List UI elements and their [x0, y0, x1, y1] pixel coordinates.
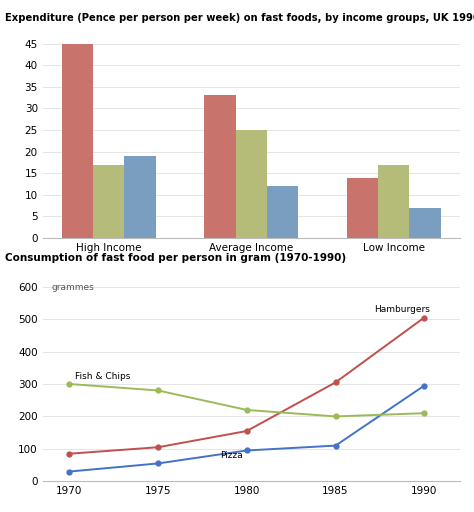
Bar — [347, 178, 378, 238]
Bar — [204, 95, 236, 238]
Text: Fish & Chips: Fish & Chips — [74, 372, 130, 381]
Text: Pizza: Pizza — [220, 451, 243, 460]
Hamburgers — [244, 428, 250, 434]
Text: grammes: grammes — [52, 284, 94, 292]
Pizza — [66, 468, 72, 475]
Pizza — [421, 382, 427, 389]
Text: Expenditure (Pence per person per week) on fast foods, by income groups, UK 1990: Expenditure (Pence per person per week) … — [5, 13, 474, 23]
Bar — [62, 44, 93, 238]
Line: Hamburgers: Hamburgers — [67, 315, 427, 456]
Line: Pizza: Pizza — [67, 383, 427, 474]
Hamburgers — [333, 379, 338, 386]
Text: Hamburgers: Hamburgers — [374, 305, 430, 314]
Bar — [93, 164, 124, 238]
Legend: Hamburger, Fish & Chips, Pizza: Hamburger, Fish & Chips, Pizza — [149, 297, 353, 315]
Fish & Chips — [155, 388, 161, 394]
Hamburgers — [421, 314, 427, 321]
Hamburgers — [66, 451, 72, 457]
Line: Fish & Chips: Fish & Chips — [67, 381, 427, 419]
Fish & Chips — [66, 381, 72, 387]
Pizza — [155, 460, 161, 466]
Hamburgers — [155, 444, 161, 451]
Fish & Chips — [244, 407, 250, 413]
Bar — [378, 164, 410, 238]
Bar — [267, 186, 298, 238]
Bar — [124, 156, 155, 238]
Pizza — [333, 442, 338, 449]
Text: Consumption of fast food per person in gram (1970-1990): Consumption of fast food per person in g… — [5, 253, 346, 264]
Bar — [410, 208, 441, 238]
Fish & Chips — [421, 410, 427, 416]
Bar — [236, 130, 267, 238]
Pizza — [244, 447, 250, 454]
Fish & Chips — [333, 413, 338, 419]
